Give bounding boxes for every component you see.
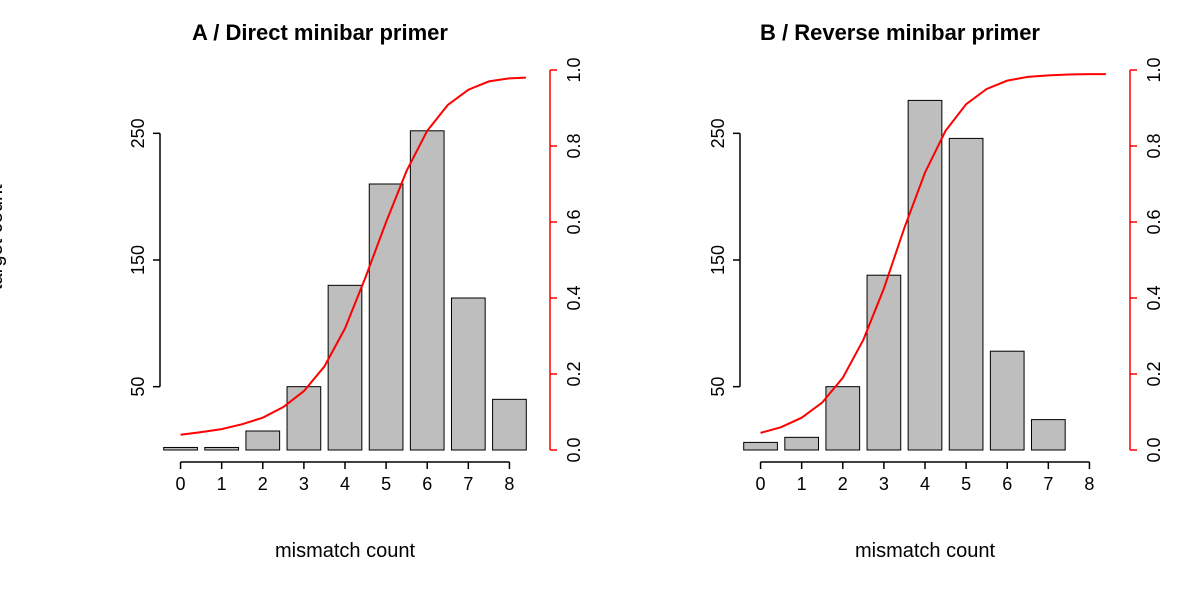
xtick-label: 2 <box>838 474 848 494</box>
bar <box>990 351 1024 450</box>
xtick-label: 7 <box>1043 474 1053 494</box>
y2tick-label: 0.6 <box>564 209 584 234</box>
panel-b-chart: 50 150 250 0 1 2 3 4 5 6 7 8 0.0 0.2 0.4 0.6 0.8 1.0 <box>620 0 1180 530</box>
y2tick-label: 0.2 <box>564 361 584 386</box>
xtick-label: 5 <box>961 474 971 494</box>
ytick-label: 250 <box>708 118 728 148</box>
bar <box>826 387 860 450</box>
y2tick-label: 0.0 <box>564 437 584 462</box>
xtick-label: 8 <box>1084 474 1094 494</box>
y2tick-label: 0.8 <box>564 133 584 158</box>
figure: target count A / Direct minibar primer 5… <box>0 0 1200 600</box>
xtick-label: 3 <box>299 474 309 494</box>
xtick-label: 0 <box>176 474 186 494</box>
bar <box>867 275 901 450</box>
bar <box>744 442 778 450</box>
xtick-label: 3 <box>879 474 889 494</box>
ytick-label: 50 <box>128 377 148 397</box>
panel-b-xlabel: mismatch count <box>740 540 1110 563</box>
y2tick-label: 1.0 <box>1144 57 1164 82</box>
y2tick-label: 0.6 <box>1144 209 1164 234</box>
y2tick-label: 0.8 <box>1144 133 1164 158</box>
y2tick-label: 0.2 <box>1144 361 1164 386</box>
xtick-label: 1 <box>797 474 807 494</box>
bar <box>287 387 321 450</box>
bar <box>451 298 485 450</box>
bar <box>246 431 280 450</box>
panel-a-chart: 50 150 250 0 1 2 3 4 5 6 7 8 0.0 0.2 0.4 0.6 0.8 1.0 <box>40 0 600 530</box>
xtick-label: 0 <box>756 474 766 494</box>
xtick-label: 4 <box>340 474 350 494</box>
ytick-label: 250 <box>128 118 148 148</box>
panel-a: A / Direct minibar primer 50150250012345… <box>40 0 600 600</box>
y2tick-label: 1.0 <box>564 57 584 82</box>
bar <box>164 447 198 450</box>
xtick-label: 6 <box>422 474 432 494</box>
xtick-label: 5 <box>381 474 391 494</box>
y2tick-label: 0.0 <box>1144 437 1164 462</box>
panel-b: B / Reverse minibar primer 5015025001234… <box>620 0 1180 600</box>
ytick-label: 150 <box>708 245 728 275</box>
bar <box>328 285 362 450</box>
panel-a-xlabel: mismatch count <box>160 540 530 563</box>
bar <box>1031 420 1065 450</box>
y2tick-label: 0.4 <box>1144 285 1164 310</box>
bar <box>205 447 239 450</box>
xtick-label: 2 <box>258 474 268 494</box>
bar <box>410 131 444 450</box>
xtick-label: 4 <box>920 474 930 494</box>
xtick-label: 8 <box>504 474 514 494</box>
ytick-label: 150 <box>128 245 148 275</box>
ytick-label: 50 <box>708 377 728 397</box>
y2tick-label: 0.4 <box>564 285 584 310</box>
xtick-label: 1 <box>217 474 227 494</box>
bar <box>493 399 527 450</box>
bar <box>785 437 819 450</box>
y-axis-label: target count <box>0 270 8 290</box>
bar <box>949 138 983 450</box>
xtick-label: 7 <box>463 474 473 494</box>
bar <box>908 100 942 450</box>
xtick-label: 6 <box>1002 474 1012 494</box>
